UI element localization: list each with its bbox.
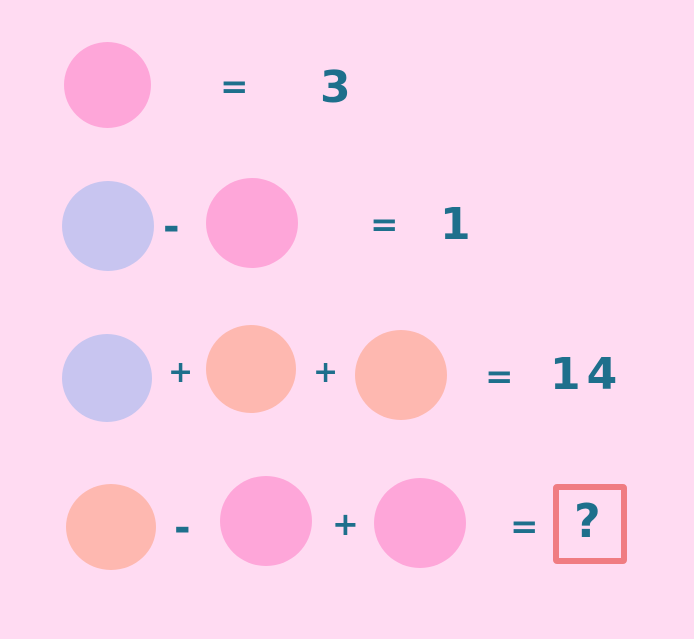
minus-sign: -	[174, 505, 191, 551]
lavender-circle	[62, 181, 154, 271]
equals-sign: =	[370, 205, 399, 245]
peach-circle	[206, 325, 296, 413]
pink-circle	[220, 476, 312, 566]
result-value: 14	[550, 349, 624, 400]
equals-sign: =	[220, 67, 249, 107]
answer-box	[553, 484, 627, 564]
unknown-result: ?	[574, 494, 601, 548]
pink-circle	[206, 178, 298, 268]
result-value: 3	[320, 62, 351, 113]
pink-circle	[374, 478, 466, 568]
plus-sign: +	[313, 355, 339, 390]
plus-sign: +	[332, 505, 359, 543]
minus-sign: -	[163, 204, 180, 250]
plus-sign: +	[168, 355, 194, 390]
peach-circle	[66, 484, 156, 570]
equals-sign: =	[485, 357, 514, 397]
pink-circle	[64, 42, 151, 128]
equals-sign: =	[510, 507, 539, 547]
peach-circle	[355, 330, 447, 420]
result-value: 1	[440, 199, 471, 250]
lavender-circle	[62, 334, 152, 422]
